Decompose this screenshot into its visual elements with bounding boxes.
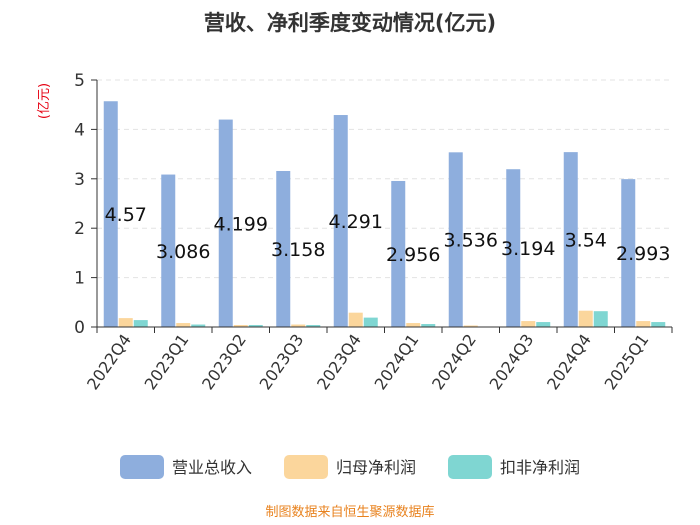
chart-title: 营收、净利季度变动情况(亿元) [204,11,496,35]
bar-2 [521,321,536,327]
y-tick-label: 1 [74,269,85,289]
bar-2 [578,310,593,327]
x-tick-label: 2023Q4 [313,330,365,393]
bars [103,101,666,328]
bar-2 [348,312,363,327]
legend-swatch [120,455,164,479]
x-tick-labels: 2022Q4 2023Q1 2023Q2 2023Q3 2023Q4 2024Q1 2024… [83,330,652,393]
bar-1 [391,180,406,327]
x-tick-label: 2025Q1 [601,330,653,393]
y-tick-labels: 0 1 2 3 4 5 [74,71,85,338]
bar-2 [291,324,306,327]
bar-2 [176,323,191,327]
bar-2 [118,318,133,327]
bar-3 [651,322,666,327]
x-tick-label: 2023Q1 [141,330,193,393]
legend: 营业总收入 归母净利润 扣非净利润 [120,455,580,479]
source-note: 制图数据来自恒生聚源数据库 [265,504,434,520]
x-tick-label: 2023Q3 [256,330,308,393]
bar-2 [406,323,421,327]
bar-1 [621,179,636,327]
data-label: 3.086 [156,241,210,263]
x-tick-label: 2023Q2 [198,330,250,393]
bar-3 [248,325,263,327]
x-tick-label: 2024Q2 [428,330,480,393]
x-tick-label: 2024Q4 [543,330,595,393]
x-tick-label: 2024Q1 [371,330,423,393]
data-label: 4.199 [214,213,268,235]
bar-1 [563,152,578,327]
axes [91,79,673,333]
bar-3 [306,325,321,327]
bar-1 [448,152,463,327]
legend-label: 营业总收入 [172,458,252,477]
data-label: 3.194 [501,238,555,260]
bar-1 [276,170,291,327]
data-label: 4.57 [105,204,147,226]
y-tick-label: 4 [74,120,85,140]
bar-3 [363,317,378,327]
data-label: 3.54 [565,230,607,252]
bar-2 [233,325,248,327]
y-tick-label: 3 [74,170,85,190]
x-tick-label: 2022Q4 [83,330,135,393]
legend-swatch [284,455,328,479]
bar-2 [463,325,478,327]
data-label: 2.993 [616,243,670,265]
bar-3 [536,322,551,327]
x-tick-label: 2024Q3 [486,330,538,393]
bar-3 [421,324,436,327]
bar-1 [103,101,118,327]
bar-1 [333,115,348,327]
bar-2 [636,321,651,327]
data-label: 4.291 [329,211,383,233]
bar-3 [593,311,608,327]
data-label: 2.956 [386,244,440,266]
bar-1 [506,169,521,327]
bar-1 [218,119,233,327]
legend-label: 归母净利润 [336,458,416,477]
data-label: 3.158 [271,239,325,261]
legend-swatch [448,455,492,479]
y-axis-unit: (亿元) [37,83,52,119]
y-tick-label: 0 [74,318,85,338]
bar-1 [161,174,176,327]
bar-3 [133,320,148,327]
y-tick-label: 5 [74,71,85,91]
bar-3 [191,324,206,327]
data-label: 3.536 [444,230,498,252]
y-tick-label: 2 [74,219,85,239]
legend-label: 扣非净利润 [500,458,580,477]
